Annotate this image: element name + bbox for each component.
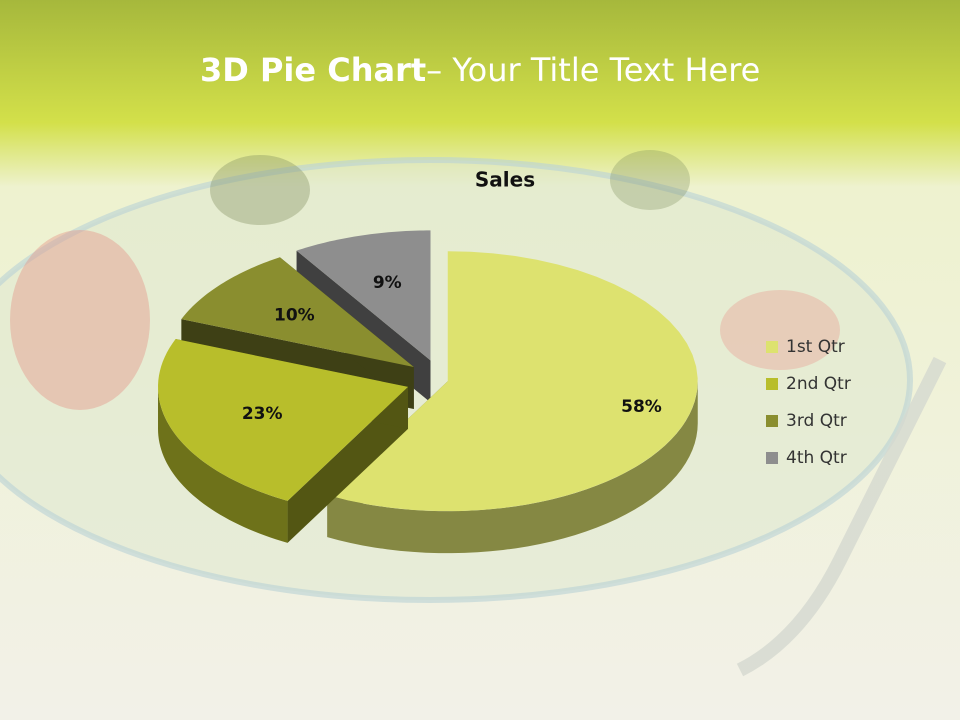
- fork: [736, 356, 947, 677]
- slice: [181, 257, 414, 367]
- olive: [210, 155, 310, 225]
- data-label: 58%: [621, 397, 662, 417]
- tomato: [10, 230, 150, 410]
- slice-side: [158, 386, 288, 543]
- data-label: 23%: [242, 404, 283, 424]
- slice: [327, 251, 698, 512]
- legend-label: 4th Qtr: [786, 448, 847, 468]
- plate-rim: [0, 157, 913, 603]
- legend-swatch: [766, 415, 778, 427]
- chart-title: Sales: [475, 168, 535, 192]
- olive: [610, 150, 690, 210]
- tomato: [720, 290, 840, 370]
- legend-label: 3rd Qtr: [786, 411, 847, 431]
- legend-swatch: [766, 378, 778, 390]
- title-rest: – Your Title Text Here: [426, 51, 760, 89]
- slide-title: 3D Pie Chart– Your Title Text Here: [200, 51, 760, 89]
- legend-label: 2nd Qtr: [786, 374, 851, 394]
- slice: [158, 339, 409, 501]
- slice: [296, 230, 431, 361]
- legend-swatch: [766, 341, 778, 353]
- legend-label: 1st Qtr: [786, 337, 845, 357]
- slice-wall: [287, 386, 409, 543]
- data-label: 10%: [274, 306, 315, 326]
- data-label: 9%: [373, 273, 402, 293]
- title-bold: 3D Pie Chart: [200, 51, 426, 89]
- slice-side: [327, 381, 698, 554]
- legend-swatch: [766, 452, 778, 464]
